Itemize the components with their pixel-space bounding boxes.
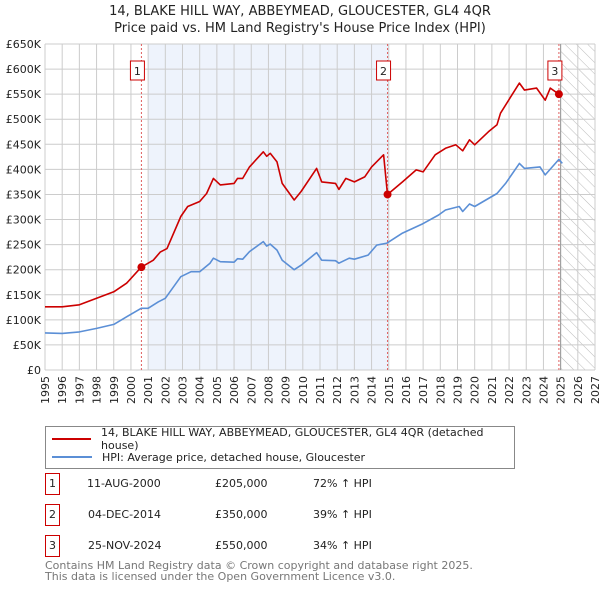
x-tick-label: 2002 — [159, 376, 172, 404]
transaction-hpi: 39% ↑ HPI — [313, 508, 372, 521]
price-chart: 1995 1996 1997 1998 1999 2000 2001 2002 2003 2004… — [6, 38, 600, 404]
x-tick-label: 2015 — [383, 376, 396, 404]
legend-swatch-blue — [52, 456, 92, 458]
footer-licence: This data is licensed under the Open Gov… — [45, 570, 396, 583]
y-tick-label: £400K — [6, 163, 42, 176]
y-tick-label: £450K — [6, 138, 42, 151]
x-tick-label: 1997 — [73, 376, 86, 404]
sale-label: 3 — [551, 65, 558, 78]
legend: 14, BLAKE HILL WAY, ABBEYMEAD, GLOUCESTE… — [45, 426, 515, 469]
x-tick-label: 2023 — [520, 376, 533, 404]
transaction-number: 3 — [45, 535, 60, 557]
transaction-date: 04-DEC-2014 — [88, 508, 162, 521]
transaction-price: £350,000 — [215, 508, 268, 521]
x-tick-label: 2013 — [348, 376, 361, 404]
chart-title: 14, BLAKE HILL WAY, ABBEYMEAD, GLOUCESTE… — [109, 4, 491, 19]
x-tick-label: 1995 — [39, 376, 52, 404]
transaction-hpi: 72% ↑ HPI — [313, 477, 372, 490]
legend-label: HPI: Average price, detached house, Glou… — [102, 450, 366, 464]
transaction-price: £550,000 — [215, 539, 268, 552]
x-tick-label: 2008 — [262, 376, 275, 404]
x-tick-label: 2016 — [400, 376, 413, 404]
x-tick-label: 2019 — [452, 376, 465, 404]
chart-subtitle: Price paid vs. HM Land Registry's House … — [114, 21, 486, 36]
transaction-number: 2 — [45, 504, 60, 526]
x-tick-label: 1996 — [56, 376, 69, 404]
x-tick-label: 2025 — [555, 376, 568, 404]
x-tick-label: 2027 — [589, 376, 600, 404]
x-tick-label: 1998 — [91, 376, 104, 404]
property-price-line — [45, 82, 560, 308]
y-tick-label: £50K — [13, 339, 42, 352]
x-tick-label: 2010 — [297, 376, 310, 404]
sale-point — [383, 190, 392, 199]
y-tick-label: £100K — [6, 314, 42, 327]
x-tick-label: 2003 — [177, 376, 190, 404]
footer-copyright: Contains HM Land Registry data © Crown c… — [45, 559, 473, 572]
y-tick-label: £550K — [6, 88, 42, 101]
x-tick-label: 2026 — [572, 376, 585, 404]
transaction-number: 1 — [45, 473, 60, 495]
x-tick-label: 2024 — [537, 376, 550, 404]
y-tick-label: £300K — [6, 214, 42, 227]
y-tick-label: £650K — [6, 38, 42, 51]
x-tick-label: 2006 — [228, 376, 241, 404]
sale-label: 1 — [134, 65, 141, 78]
x-tick-label: 2005 — [211, 376, 224, 404]
legend-item-hpi: HPI: Average price, detached house, Glou… — [52, 449, 365, 465]
y-tick-label: £150K — [6, 289, 42, 302]
sale-label-box — [547, 60, 563, 81]
legend-item-property: 14, BLAKE HILL WAY, ABBEYMEAD, GLOUCESTE… — [52, 426, 514, 452]
transaction-date: 25-NOV-2024 — [88, 539, 162, 552]
y-tick-label: £0 — [27, 364, 41, 377]
transaction-hpi: 34% ↑ HPI — [313, 539, 372, 552]
y-tick-label: £500K — [6, 113, 42, 126]
sale-label: 2 — [380, 65, 387, 78]
x-tick-label: 2001 — [142, 376, 155, 404]
sale-point — [137, 263, 146, 272]
x-tick-label: 2021 — [486, 376, 499, 404]
x-tick-label: 2000 — [125, 376, 138, 404]
legend-swatch-red — [52, 438, 92, 440]
y-tick-label: £250K — [6, 239, 42, 252]
x-tick-label: 2007 — [245, 376, 258, 404]
transaction-date: 11-AUG-2000 — [87, 477, 161, 490]
y-tick-label: £200K — [6, 264, 42, 277]
x-tick-label: 2011 — [314, 376, 327, 404]
x-tick-label: 1999 — [108, 376, 121, 404]
x-tick-label: 2012 — [331, 376, 344, 404]
x-tick-label: 2022 — [503, 376, 516, 404]
legend-label: 14, BLAKE HILL WAY, ABBEYMEAD, GLOUCESTE… — [101, 426, 484, 452]
x-tick-label: 2020 — [469, 376, 482, 404]
x-tick-label: 2017 — [417, 376, 430, 404]
hpi-line — [44, 158, 563, 335]
sale-label-box — [376, 60, 392, 81]
y-tick-label: £350K — [6, 188, 42, 201]
y-tick-label: £600K — [6, 63, 42, 76]
x-tick-label: 2014 — [366, 376, 379, 404]
x-tick-label: 2004 — [194, 376, 207, 404]
x-tick-label: 2018 — [434, 376, 447, 404]
x-tick-label: 2009 — [280, 376, 293, 404]
sale-label-box — [129, 60, 145, 81]
transaction-price: £205,000 — [215, 477, 268, 490]
sale-point — [554, 90, 563, 99]
